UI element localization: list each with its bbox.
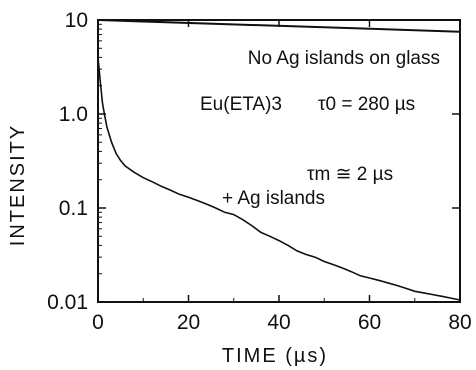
x-axis-title: TIME (µs) bbox=[222, 345, 328, 367]
x-ticks: 0 20 40 60 80 bbox=[92, 20, 472, 334]
series-group bbox=[97, 19, 461, 301]
x-tick-label: 20 bbox=[177, 311, 200, 334]
x-tick-label: 0 bbox=[92, 311, 104, 334]
annotation-compound: Eu(ETA)3 bbox=[200, 94, 282, 115]
series-line-1 bbox=[97, 19, 461, 33]
y-tick-label: 0.1 bbox=[59, 197, 88, 220]
y-tick-label: 1.0 bbox=[59, 103, 88, 126]
plot-area: 0 20 40 60 80 10 1.0 0.1 0.01 bbox=[47, 9, 472, 334]
annotation-taum: τm ≅ 2 µs bbox=[307, 164, 393, 185]
x-tick-label: 80 bbox=[448, 311, 471, 334]
y-axis-title: INTENSITY bbox=[7, 124, 29, 246]
annotation-tau0: τ0 = 280 µs bbox=[318, 94, 415, 115]
y-tick-label: 10 bbox=[65, 9, 88, 32]
series-line-2 bbox=[97, 57, 461, 301]
annotation-glass: No Ag islands on glass bbox=[248, 48, 440, 69]
x-tick-label: 60 bbox=[358, 311, 381, 334]
annotation-ag-islands: + Ag islands bbox=[222, 188, 325, 209]
y-tick-label: 0.01 bbox=[47, 291, 88, 314]
x-tick-label: 40 bbox=[267, 311, 290, 334]
